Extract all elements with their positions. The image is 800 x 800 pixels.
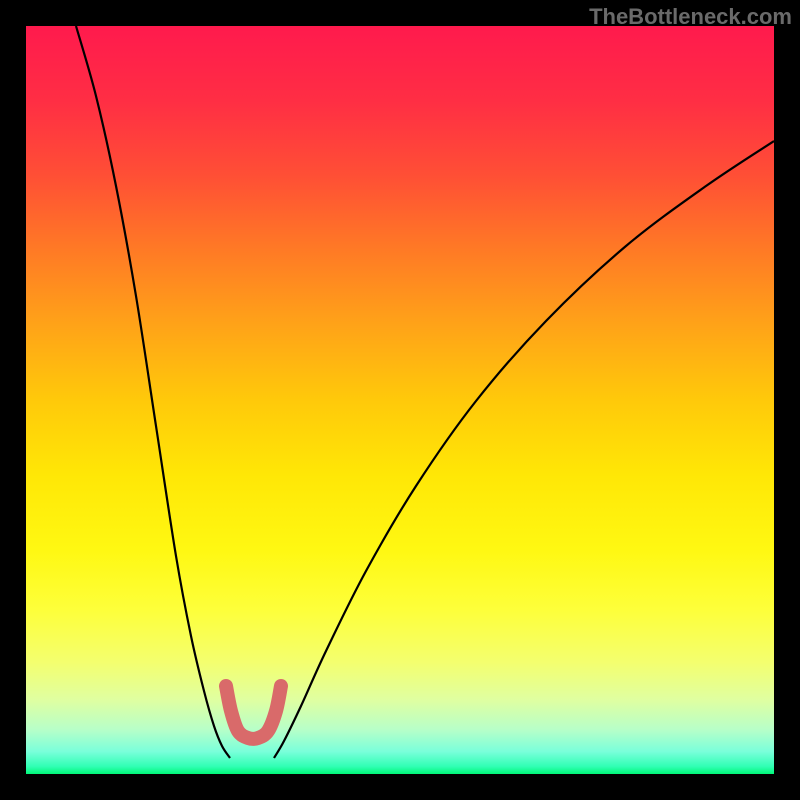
- bottleneck-chart: [26, 26, 774, 774]
- gradient-background: [26, 26, 774, 774]
- watermark-text: TheBottleneck.com: [589, 4, 792, 30]
- chart-svg: [26, 26, 774, 774]
